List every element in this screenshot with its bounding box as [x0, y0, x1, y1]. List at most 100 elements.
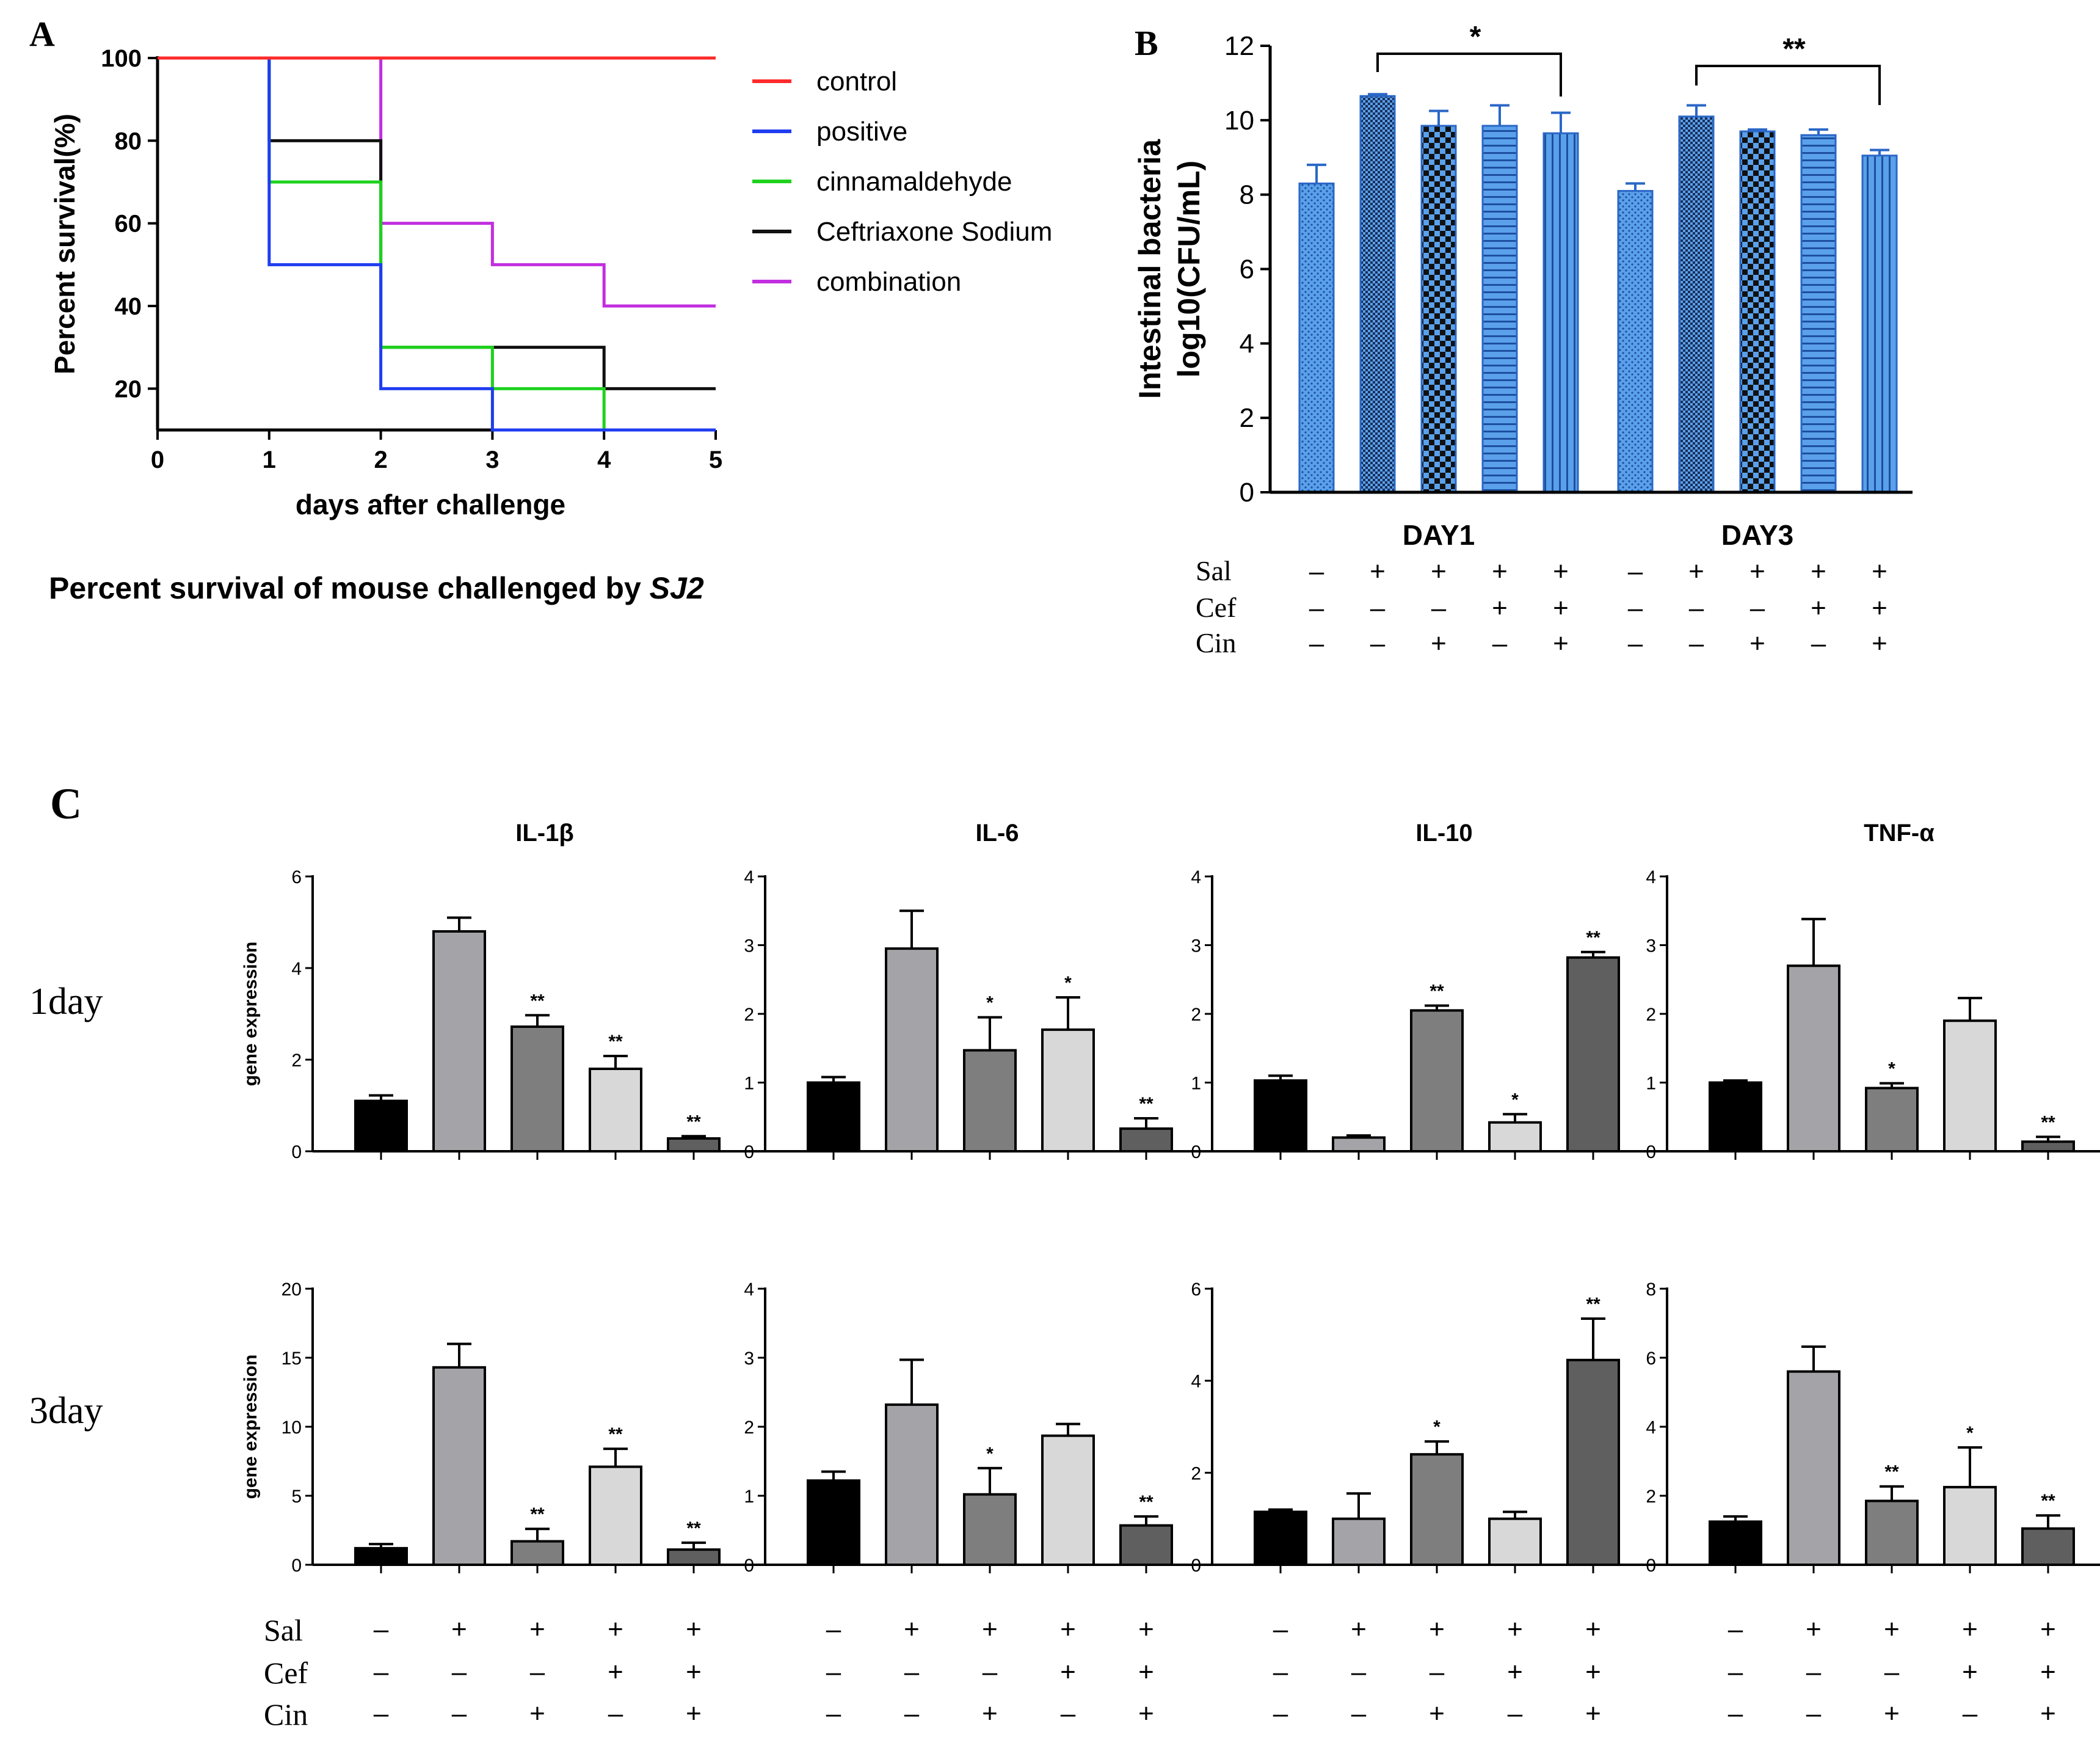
b-treatment-sign: +: [1553, 593, 1569, 623]
c-treatment-sign: –: [1273, 1699, 1288, 1728]
b-treatment-sign: –: [1811, 628, 1826, 658]
panel-a-caption: Percent survival of mouse challenged by …: [49, 571, 704, 605]
c-bar: [354, 1099, 408, 1153]
b-y-axis-label-line2: log10(CFU/mL): [1172, 161, 1206, 378]
b-treatment-sign: –: [1492, 628, 1508, 658]
c-treatment-sign: –: [1061, 1699, 1076, 1728]
c-y-tick-label: 0: [1191, 1556, 1201, 1576]
a-x-tick-label: 3: [485, 446, 499, 473]
c-treatment-sign: –: [1273, 1657, 1288, 1687]
c-significance-mark: **: [608, 1032, 623, 1052]
c-treatment-sign: +: [1585, 1614, 1601, 1644]
b-treatment-sign: +: [1431, 556, 1447, 586]
c-treatment-sign: +: [1884, 1699, 1900, 1728]
c-significance-mark: *: [986, 1444, 994, 1464]
c-y-tick-label: 6: [1191, 1280, 1201, 1300]
c-significance-mark: *: [1511, 1090, 1519, 1110]
c-treatment-sign: +: [1138, 1614, 1154, 1644]
b-y-tick-label: 12: [1224, 31, 1254, 61]
b-treatment-sign: –: [1370, 628, 1386, 658]
c-treatment-sign: –: [826, 1657, 841, 1687]
c-treatment-sign: –: [826, 1614, 841, 1644]
c-bar: [1041, 1028, 1095, 1153]
c-y-tick-label: 2: [291, 1051, 302, 1071]
b-treatment-sign: –: [1309, 593, 1324, 623]
a-x-tick-label: 0: [151, 446, 164, 473]
b-treatment-sign: +: [1872, 628, 1887, 658]
c-y-tick-label: 5: [291, 1487, 302, 1507]
c-chart-title: IL-10: [1415, 820, 1472, 847]
c-bar: [432, 1366, 486, 1567]
b-significance-bracket: [1695, 65, 1881, 105]
c-treatment-sign: –: [1806, 1657, 1822, 1687]
c-treatment-sign: +: [1585, 1657, 1601, 1687]
c-bar: [510, 1540, 564, 1567]
a-legend-label: combination: [816, 267, 961, 297]
c-treatment-sign: –: [1430, 1657, 1445, 1687]
a-y-axis-label: Percent survival(%): [49, 114, 81, 374]
c-bar: [807, 1081, 860, 1153]
b-y-tick-label: 8: [1240, 180, 1254, 210]
c-treatment-sign: +: [1962, 1657, 1978, 1687]
c-bar: [1943, 1019, 1997, 1153]
c-y-tick-label: 0: [291, 1142, 302, 1162]
c-treatment-sign: –: [904, 1657, 920, 1687]
c-y-tick-label: 10: [282, 1418, 302, 1438]
c-significance-mark: **: [2041, 1491, 2055, 1511]
c-treatment-sign: +: [2040, 1657, 2056, 1687]
b-treatment-row-label: Sal: [1196, 555, 1232, 586]
c-bar: [1254, 1510, 1307, 1567]
b-treatment-sign: +: [1811, 593, 1826, 623]
c-treatment-sign: –: [1273, 1614, 1288, 1644]
c-treatment-sign: +: [686, 1657, 702, 1687]
c-significance-mark: **: [686, 1518, 701, 1539]
a-y-tick-label: 80: [115, 128, 142, 155]
c-significance-mark: **: [1139, 1094, 1154, 1114]
b-bar: [1481, 125, 1518, 493]
c-treatment-sign: +: [1507, 1657, 1523, 1687]
c-significance-mark: **: [1586, 1294, 1600, 1314]
c-treatment-sign: +: [686, 1614, 702, 1644]
c-treatment-sign: +: [1507, 1614, 1523, 1644]
c-significance-mark: *: [1966, 1423, 1974, 1443]
c-bar: [1488, 1121, 1542, 1153]
caption-italic: SJ2: [650, 571, 704, 605]
c-significance-mark: **: [1430, 981, 1444, 1002]
c-bar: [1787, 1370, 1840, 1567]
c-treatment-sign: +: [1351, 1614, 1367, 1644]
c-bar: [1787, 964, 1840, 1153]
c-treatment-sign: –: [904, 1699, 920, 1728]
c-treatment-sign: –: [452, 1699, 467, 1728]
c-significance-mark: **: [530, 991, 545, 1011]
c-bar: [2021, 1527, 2075, 1567]
b-bar: [1359, 95, 1396, 493]
c-bar: [1566, 1358, 1620, 1566]
b-treatment-sign: +: [1749, 556, 1765, 586]
c-significance-mark: *: [986, 993, 994, 1013]
c-treatment-sign: +: [1585, 1699, 1601, 1728]
b-y-axis-label-line1: Intestinal bacteria: [1133, 139, 1167, 399]
a-x-tick-label: 1: [263, 446, 276, 473]
c-treatment-sign: –: [530, 1657, 545, 1687]
c-significance-mark: **: [1586, 928, 1600, 948]
c-y-tick-label: 8: [1646, 1280, 1656, 1300]
c-treatment-sign: –: [1351, 1699, 1367, 1728]
b-treatment-sign: –: [1689, 628, 1704, 658]
a-legend-label: control: [816, 67, 897, 97]
a-series-cinnamaldehyde: [158, 56, 716, 432]
c-y-tick-label: 0: [744, 1556, 754, 1576]
c-y-tick-label: 0: [1646, 1142, 1656, 1162]
c-bar: [1943, 1485, 1997, 1566]
c-bar: [1119, 1127, 1173, 1153]
c-bar: [1566, 956, 1620, 1153]
b-category-label: DAY3: [1721, 519, 1793, 551]
c-bar: [354, 1546, 408, 1566]
c-y-tick-label: 2: [744, 1005, 754, 1025]
c-y-tick-label: 1: [1646, 1074, 1656, 1094]
c-y-tick-label: 6: [1646, 1349, 1656, 1369]
